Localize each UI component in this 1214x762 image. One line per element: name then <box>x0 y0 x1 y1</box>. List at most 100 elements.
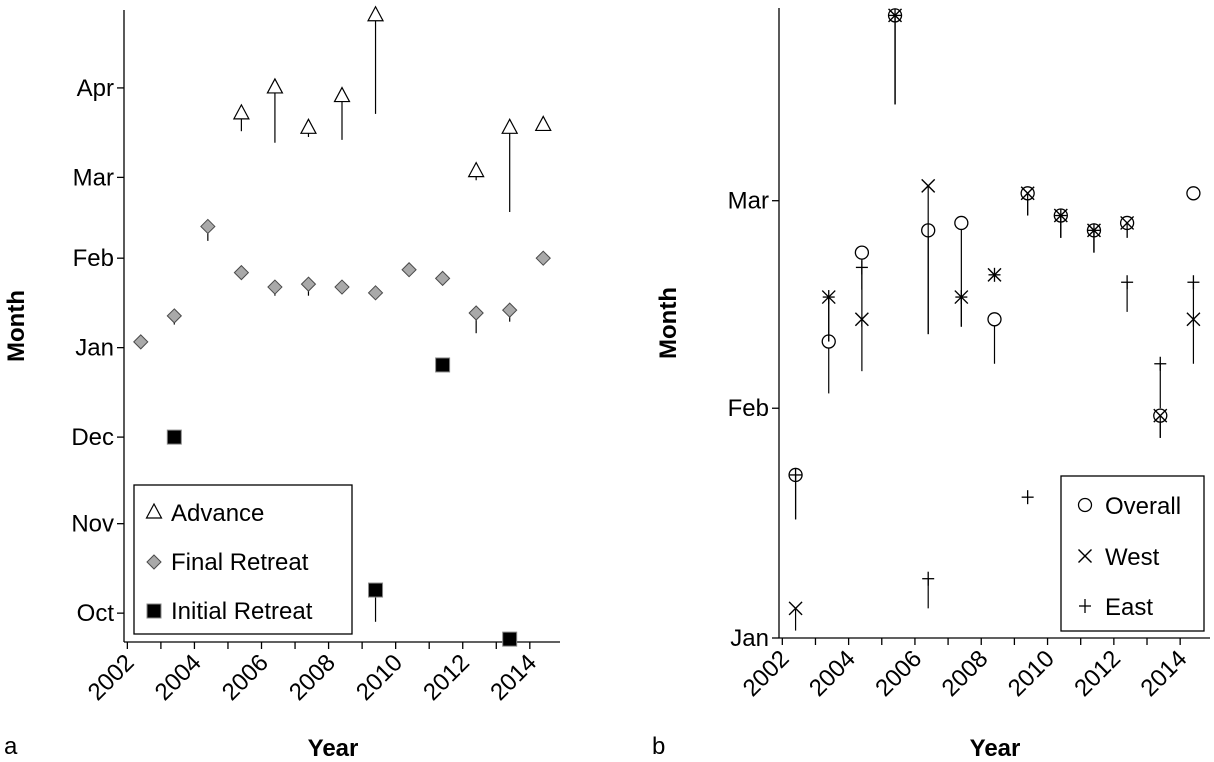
east-point <box>789 467 802 482</box>
x-tick-label-2014: 2014 <box>1136 645 1193 702</box>
panel-a-label: a <box>4 733 18 760</box>
final-retreat-point <box>233 264 250 281</box>
advance-point <box>467 161 485 178</box>
west-point <box>1020 186 1035 201</box>
y-tick-label-nov: Nov <box>71 511 114 538</box>
overall-point <box>1186 186 1201 201</box>
overall-point <box>854 245 870 260</box>
final-retreat-point <box>468 305 484 321</box>
legend-label-east: East <box>1105 594 1153 621</box>
series-east <box>789 8 1200 609</box>
final-retreat-point <box>200 218 216 235</box>
legend-symbol-final-retreat <box>146 554 162 570</box>
panel-b-x-ticks: 2002 2004 2006 2008 2010 2012 2014 <box>738 638 1193 702</box>
west-point <box>788 601 803 616</box>
series-advance <box>232 5 552 213</box>
legend-symbol-initial-retreat <box>146 603 162 619</box>
initial-retreat-point <box>166 429 182 445</box>
final-retreat-point <box>133 334 149 350</box>
y-tick-label-jan: Jan <box>75 335 114 362</box>
panel-a-legend-items <box>145 502 163 619</box>
legend-label-advance: Advance <box>171 500 264 527</box>
panel-a-legend-box <box>133 484 353 635</box>
final-retreat-point <box>300 276 317 292</box>
legend-symbol-advance <box>145 502 163 519</box>
x-tick-label-2014: 2014 <box>485 649 542 706</box>
legend-label-initial-retreat: Initial Retreat <box>171 598 313 625</box>
west-point <box>921 178 936 193</box>
y-tick-label-oct: Oct <box>77 600 115 627</box>
x-tick-label-2006: 2006 <box>870 645 927 702</box>
final-retreat-point <box>367 285 384 301</box>
west-point <box>1120 215 1135 230</box>
y-tick-label-mar: Mar <box>728 188 769 215</box>
advance-point <box>266 77 284 94</box>
series-initial-retreat <box>166 357 518 647</box>
east-point <box>855 260 868 275</box>
panel-b-label: b <box>652 733 665 760</box>
x-tick-label-2002: 2002 <box>738 645 795 702</box>
panel-a-x-ticks: 2002 2004 2006 2008 2010 2012 2014 <box>83 642 542 706</box>
y-tick-label-apr: Apr <box>77 75 114 102</box>
final-retreat-point <box>401 262 417 278</box>
east-point <box>1154 356 1167 371</box>
east-point <box>889 8 902 23</box>
panel-b-y-axis-label: Month <box>655 287 682 359</box>
x-tick-label-2012: 2012 <box>1069 645 1126 702</box>
advance-point <box>501 118 519 134</box>
x-tick-label-2008: 2008 <box>284 649 341 706</box>
panel-b: Jan Feb Mar 2002 2004 2006 2008 2010 2012 2014 M… <box>652 8 1210 762</box>
x-tick-label-2004: 2004 <box>804 645 861 702</box>
y-tick-label-feb: Feb <box>728 395 769 422</box>
x-tick-label-2010: 2010 <box>1003 645 1060 702</box>
east-point <box>1187 275 1200 290</box>
west-point <box>1153 408 1168 423</box>
series-overall <box>788 8 1201 520</box>
east-point <box>822 290 835 305</box>
panel-a-x-axis-label: Year <box>308 735 359 762</box>
initial-retreat-point <box>502 631 518 647</box>
advance-point <box>232 103 250 120</box>
advance-point <box>367 5 385 22</box>
overall-point <box>987 312 1002 327</box>
y-tick-label-dec: Dec <box>71 424 114 451</box>
panel-b-legend: Overall West East <box>1060 475 1205 632</box>
panel-a-y-ticks: Oct Nov Dec Jan Feb Mar Apr <box>71 75 124 627</box>
x-tick-label-2012: 2012 <box>418 649 475 706</box>
advance-point <box>534 115 552 132</box>
advance-point <box>299 118 317 134</box>
east-point <box>922 571 935 586</box>
final-retreat-point <box>334 279 350 295</box>
advance-point <box>333 86 351 103</box>
panel-a: Oct Nov Dec Jan Feb Mar Apr 2002 2004 2006 2008 20… <box>3 5 560 762</box>
panel-a-legend: Advance Final Retreat Initial Retreat <box>133 484 353 635</box>
panel-a-plot-area <box>133 5 552 647</box>
panel-b-plot-area <box>788 8 1201 631</box>
legend-symbol-east <box>1079 599 1091 613</box>
y-tick-label-feb: Feb <box>73 245 114 272</box>
x-tick-label-2002: 2002 <box>83 649 140 706</box>
east-point <box>1054 208 1067 223</box>
initial-retreat-point <box>435 357 451 373</box>
x-tick-label-2010: 2010 <box>351 649 408 706</box>
panel-b-x-axis-label: Year <box>970 735 1021 762</box>
x-tick-label-2006: 2006 <box>217 649 274 706</box>
legend-symbol-west <box>1078 549 1092 563</box>
y-tick-label-mar: Mar <box>73 164 114 191</box>
initial-retreat-point <box>368 582 384 598</box>
x-tick-label-2008: 2008 <box>937 645 994 702</box>
east-point <box>1021 490 1034 505</box>
y-tick-label-jan: Jan <box>730 625 769 652</box>
panel-a-y-axis-label: Month <box>3 290 30 362</box>
overall-point <box>954 215 969 231</box>
series-final-retreat <box>133 218 551 350</box>
final-retreat-point <box>166 308 183 324</box>
panel-b-y-ticks: Jan Feb Mar <box>728 188 779 652</box>
final-retreat-point <box>535 250 551 266</box>
final-retreat-point <box>434 270 451 287</box>
east-point <box>1121 275 1134 290</box>
final-retreat-point <box>267 279 283 295</box>
east-point <box>955 290 968 305</box>
east-point <box>1087 223 1100 238</box>
